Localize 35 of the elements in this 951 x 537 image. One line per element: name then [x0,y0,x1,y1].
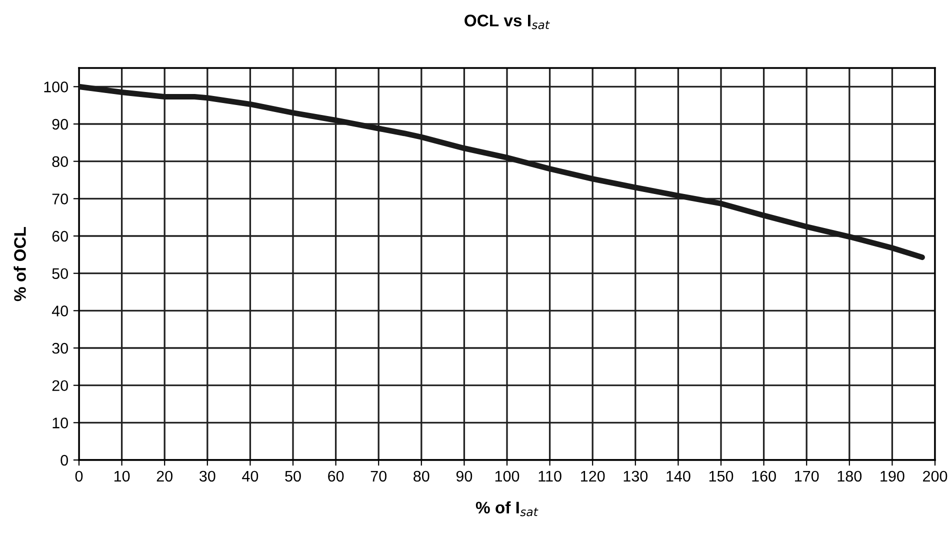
x-tick-label: 150 [709,470,734,482]
x-tick-label: 0 [75,470,83,482]
y-tick-label: 80 [52,156,68,168]
x-tick-label: 110 [538,470,562,482]
y-tick-label: 20 [52,380,68,392]
x-tick-label: 90 [456,470,472,482]
y-axis-title: % of OCL [14,227,26,302]
x-axis-title: % of I$_{sat}$ [476,501,538,516]
x-tick-label: 140 [666,470,690,482]
y-tick-label: 40 [52,306,68,316]
x-tick-label: 130 [624,470,648,482]
y-tick-label: 90 [52,118,68,130]
x-tick-label: 170 [795,470,819,482]
x-tick-label: 30 [199,470,216,482]
x-tick-label: 120 [581,470,605,482]
x-tick-label: 80 [414,470,430,482]
x-tick-label: 180 [838,470,862,482]
y-tick-label: 70 [52,194,68,204]
x-tick-label: 70 [370,470,386,482]
x-tick-label: 190 [880,470,904,482]
y-tick-label: 50 [52,268,68,280]
x-tick-label: 10 [114,470,130,482]
x-tick-label: 40 [242,470,258,482]
x-tick-label: 160 [752,470,776,482]
x-tick-label: 200 [923,470,948,482]
y-tick-label: 10 [52,418,68,428]
chart-title: OCL vs I$_{sat}$ [464,14,550,30]
y-tick-label: 100 [44,82,68,92]
x-tick-label: 60 [328,470,344,482]
y-tick-label: 60 [52,230,68,242]
x-tick-label: 100 [495,470,520,482]
x-tick-label: 50 [285,470,301,482]
x-tick-label: 20 [156,470,172,482]
y-tick-label: 0 [60,454,68,466]
y-tick-label: 30 [52,342,68,354]
